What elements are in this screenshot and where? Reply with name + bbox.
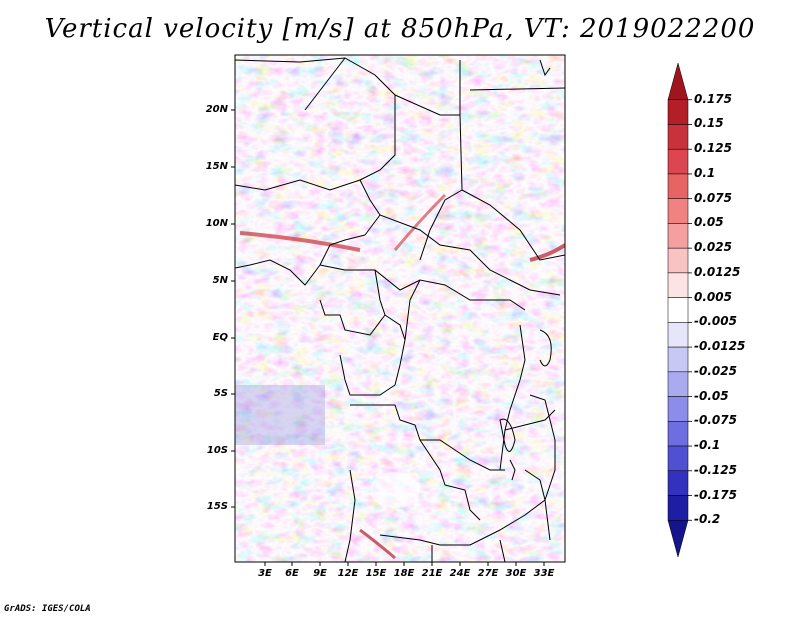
lon-label-24e: 24E xyxy=(449,568,471,579)
lat-label-5n: 5N xyxy=(212,275,228,286)
lon-label-18e: 18E xyxy=(393,568,415,579)
colorbar-segment xyxy=(667,62,689,100)
colorbar-tick-label: 0.005 xyxy=(694,289,732,304)
colorbar-tick-label: -0.005 xyxy=(694,314,737,329)
lat-label-15n: 15N xyxy=(205,161,228,172)
lat-label-5s: 5S xyxy=(213,388,228,399)
velocity-field xyxy=(234,54,566,563)
lon-label-21e: 21E xyxy=(421,568,443,579)
colorbar-tick-label: 0.075 xyxy=(694,190,732,205)
lat-label-eq: EQ xyxy=(212,332,228,343)
colorbar-segment xyxy=(667,495,689,521)
lat-label-10s: 10S xyxy=(206,445,228,456)
colorbar xyxy=(667,62,692,558)
colorbar-segment xyxy=(667,396,689,422)
country-borders xyxy=(235,57,565,562)
colorbar-segment xyxy=(667,247,689,274)
lon-label-6e: 6E xyxy=(285,568,299,579)
lon-label-3e: 3E xyxy=(258,568,272,579)
colorbar-tick-label: 0.15 xyxy=(694,116,724,131)
colorbar-segment xyxy=(667,445,689,472)
colorbar-tick-label: -0.075 xyxy=(694,413,737,428)
colorbar-segment xyxy=(667,99,689,125)
map-title: Vertical velocity [m/s] at 850hPa, VT: 2… xyxy=(44,14,756,44)
colorbar-tick-label: 0.025 xyxy=(694,240,732,255)
lon-label-33e: 33E xyxy=(533,568,555,579)
colorbar-tick-label: 0.05 xyxy=(694,215,724,230)
colorbar-tick-label: 0.125 xyxy=(694,141,732,156)
colorbar-segment xyxy=(667,148,689,175)
axis-ticks xyxy=(231,109,545,566)
colorbar-segment xyxy=(667,520,689,558)
lat-label-10n: 10N xyxy=(205,218,228,229)
colorbar-tick-label: -0.05 xyxy=(694,388,729,403)
colorbar-segment xyxy=(667,297,689,323)
colorbar-segment xyxy=(667,272,689,298)
colorbar-segment xyxy=(667,198,689,224)
lat-label-20n: 20N xyxy=(205,104,228,115)
colorbar-segment xyxy=(667,421,689,447)
colorbar-segment xyxy=(667,322,689,348)
colorbar-tick-label: -0.025 xyxy=(694,363,737,378)
colorbar-tick-label: -0.175 xyxy=(694,487,737,502)
colorbar-segment xyxy=(667,124,689,150)
lon-label-12e: 12E xyxy=(337,568,359,579)
colorbar-segment xyxy=(667,346,689,373)
colorbar-tick-label: 0.175 xyxy=(694,91,732,106)
colorbar-segment xyxy=(667,470,689,496)
colorbar-segment xyxy=(667,371,689,397)
lon-label-9e: 9E xyxy=(313,568,327,579)
lon-label-15e: 15E xyxy=(365,568,387,579)
colorbar-tick-label: -0.1 xyxy=(694,438,721,453)
colorbar-tick-label: -0.2 xyxy=(694,512,721,527)
lon-label-30e: 30E xyxy=(505,568,527,579)
colorbar-tick-label: -0.0125 xyxy=(694,339,746,354)
colorbar-segment xyxy=(667,173,689,199)
colorbar-tick-label: 0.0125 xyxy=(694,264,741,279)
lat-label-15s: 15S xyxy=(206,501,228,512)
colorbar-segment xyxy=(667,223,689,249)
lon-label-27e: 27E xyxy=(477,568,499,579)
grads-credit: GrADS: IGES/COLA xyxy=(4,604,91,614)
colorbar-tick-label: 0.1 xyxy=(694,165,716,180)
colorbar-tick-label: -0.125 xyxy=(694,462,737,477)
